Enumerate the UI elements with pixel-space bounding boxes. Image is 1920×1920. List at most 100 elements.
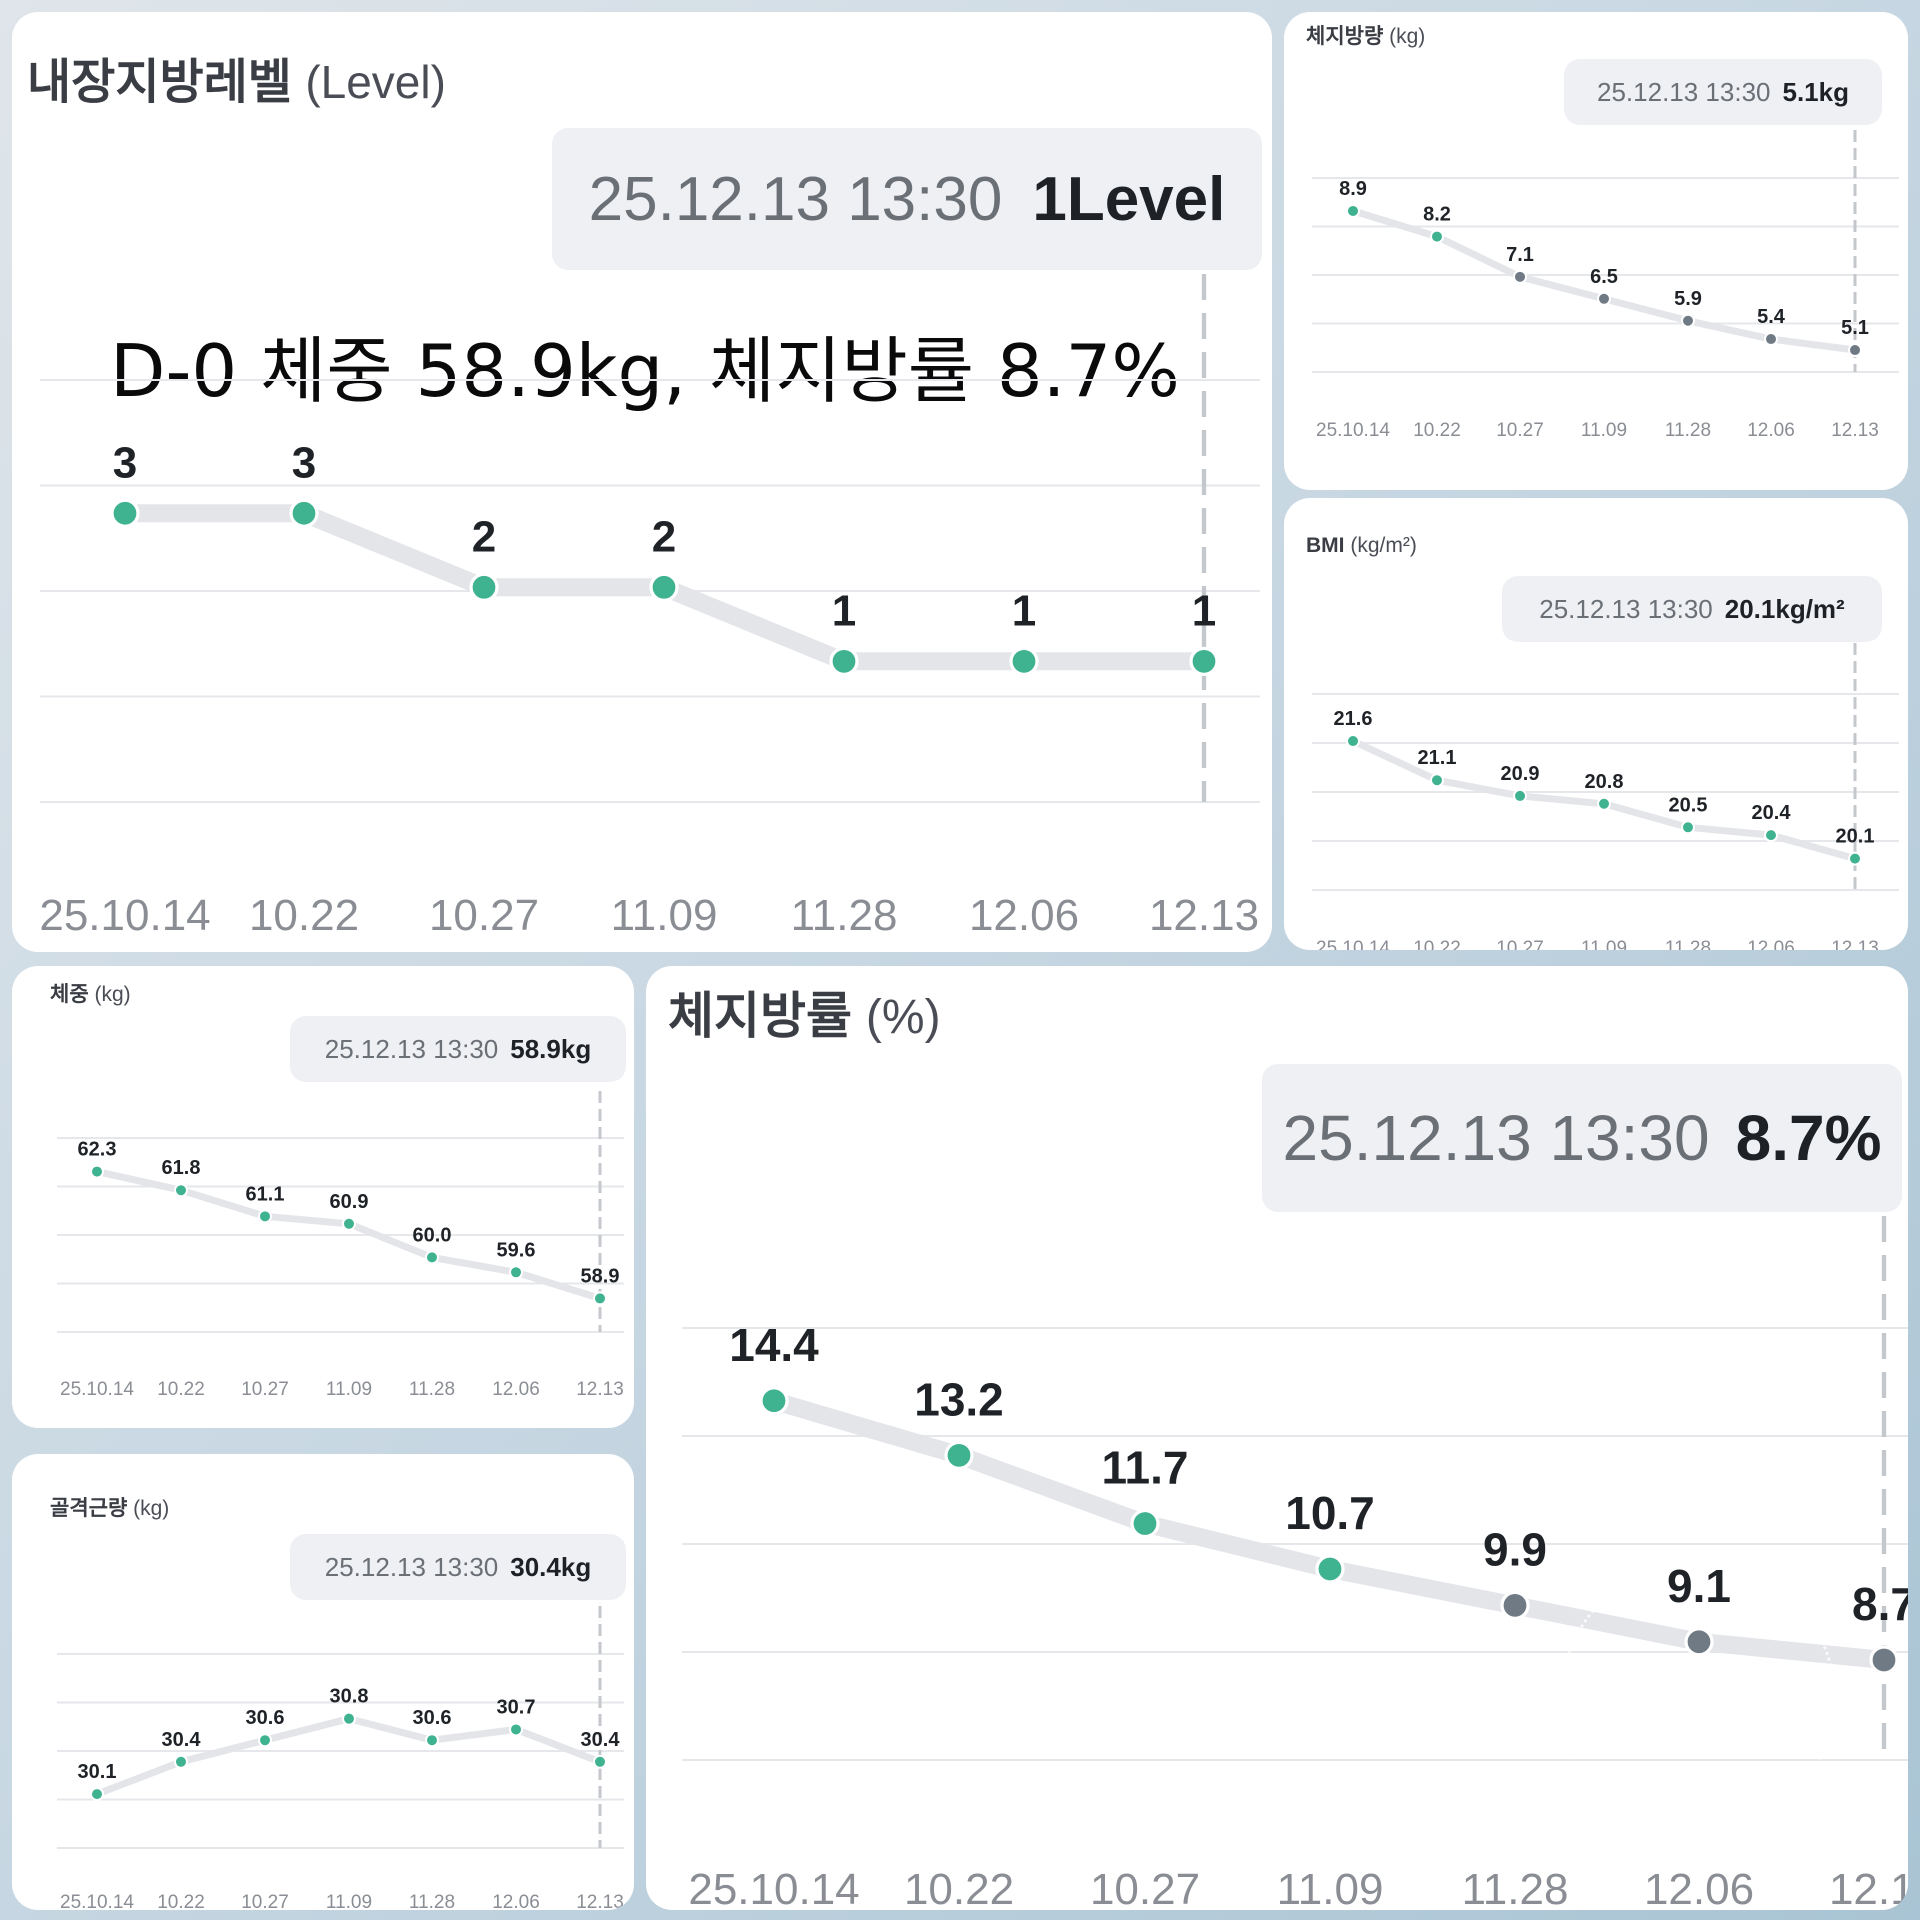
data-point bbox=[1597, 796, 1611, 811]
data-label: 6.5 bbox=[1590, 266, 1618, 288]
data-label: 61.8 bbox=[162, 1157, 201, 1179]
weight-panel: 체중 (kg) 25.12.13 13:30 58.9kg 62.3 61.8 61… bbox=[12, 966, 634, 1428]
data-point bbox=[1130, 1508, 1160, 1539]
x-tick-label: 12.06 bbox=[492, 1892, 540, 1910]
data-label: 8.2 bbox=[1423, 204, 1451, 226]
x-tick-label: 11.28 bbox=[1665, 938, 1711, 950]
data-point bbox=[593, 1291, 607, 1306]
x-tick-label: 10.22 bbox=[904, 1865, 1014, 1910]
data-label: 20.9 bbox=[1501, 763, 1540, 785]
data-point bbox=[342, 1711, 356, 1726]
data-label: 21.1 bbox=[1418, 747, 1457, 769]
x-tick-label: 12.06 bbox=[1747, 938, 1795, 950]
visceral-fat-chart: 3 3 2 2 1 1 1 25.10.14 10.22 10.27 11.09 11.28 12.06… bbox=[39, 274, 1260, 940]
bodyfat-mass-panel: 체지방량 (kg) 25.12.13 13:30 5.1kg 8.9 8.2 7.1… bbox=[1284, 12, 1908, 490]
data-label: 3 bbox=[113, 438, 137, 487]
data-point bbox=[1500, 1590, 1530, 1621]
data-label: 20.4 bbox=[1752, 802, 1792, 824]
x-tick-label: 12.06 bbox=[1747, 420, 1795, 441]
tooltip-value: 20.1kg/m² bbox=[1724, 593, 1845, 624]
data-label: 1 bbox=[832, 586, 856, 635]
data-point bbox=[1764, 828, 1778, 843]
bodyfat-percent-chart: 14.4 13.2 11.7 10.7 9.9 9.1 8.7 25.10.14 10.22 10… bbox=[682, 1216, 1908, 1910]
data-point bbox=[1346, 203, 1360, 218]
x-tick-label: 10.27 bbox=[1496, 420, 1544, 441]
data-label: 62.3 bbox=[78, 1139, 117, 1161]
panel-title-text: 체중 bbox=[50, 983, 89, 1006]
bmi-chart: 21.6 21.1 20.9 20.8 20.5 20.4 20.1 25.10.14 10.2… bbox=[1312, 643, 1899, 950]
data-point bbox=[509, 1265, 523, 1280]
x-tick-label: 12.13 bbox=[1829, 1865, 1908, 1910]
data-point bbox=[174, 1183, 188, 1198]
x-tick-label: 12.13 bbox=[1831, 420, 1879, 441]
data-label: 2 bbox=[652, 512, 676, 561]
data-label: 30.4 bbox=[162, 1729, 202, 1751]
tooltip-value: 30.4kg bbox=[510, 1551, 592, 1582]
tooltip-value: 8.7% bbox=[1735, 1102, 1882, 1174]
data-label: 61.1 bbox=[246, 1183, 285, 1205]
selected-point-tooltip: 25.12.13 13:30 58.9kg bbox=[290, 1016, 626, 1082]
selected-point-tooltip: 25.12.13 13:30 1Level bbox=[552, 128, 1262, 270]
selected-point-tooltip: 25.12.13 13:30 5.1kg bbox=[1564, 59, 1882, 125]
data-point bbox=[944, 1440, 974, 1470]
data-point bbox=[829, 646, 859, 676]
data-label: 1 bbox=[1192, 586, 1216, 635]
data-point bbox=[649, 572, 679, 602]
data-label: 7.1 bbox=[1506, 244, 1534, 266]
data-point bbox=[1681, 820, 1695, 835]
x-tick-label: 10.27 bbox=[429, 891, 539, 940]
selected-point-tooltip: 25.12.13 13:30 20.1kg/m² bbox=[1502, 576, 1882, 642]
panel-title: 체중 (kg) bbox=[50, 978, 131, 1008]
x-tick-label: 12.06 bbox=[969, 891, 1079, 940]
skeletal-muscle-chart: 30.1 30.4 30.6 30.8 30.6 30.7 30.4 25.10.14 10.2… bbox=[57, 1606, 624, 1910]
panel-title-text: 체지방량 bbox=[1306, 25, 1384, 48]
x-tick-label: 11.28 bbox=[1462, 1865, 1569, 1910]
panel-title-text: 내장지방레벨 bbox=[27, 56, 292, 109]
weight-chart: 62.3 61.8 61.1 60.9 60.0 59.6 58.9 25.10.14 10.2… bbox=[57, 1091, 624, 1400]
data-point bbox=[509, 1722, 523, 1737]
data-point bbox=[425, 1733, 439, 1748]
panel-title-unit: (kg) bbox=[1389, 25, 1426, 48]
panel-title: 골격근량 (kg) bbox=[50, 1492, 169, 1522]
data-label: 2 bbox=[472, 512, 496, 561]
x-tick-label: 10.22 bbox=[249, 891, 359, 940]
x-tick-label: 12.13 bbox=[1149, 891, 1259, 940]
data-point bbox=[759, 1386, 789, 1416]
x-tick-label: 25.10.14 bbox=[39, 891, 210, 940]
data-point bbox=[90, 1787, 104, 1802]
data-label: 3 bbox=[292, 438, 316, 487]
data-label: 5.1 bbox=[1841, 317, 1869, 339]
tooltip-time: 25.12.13 13:30 bbox=[324, 1033, 499, 1064]
x-tick-label: 10.22 bbox=[1413, 420, 1461, 441]
data-label: 13.2 bbox=[914, 1373, 1004, 1425]
bodyfat-mass-chart: 8.9 8.2 7.1 6.5 5.9 5.4 5.1 25.10.14 10.22 10.27 1… bbox=[1312, 130, 1899, 441]
selected-point-tooltip: 25.12.13 13:30 30.4kg bbox=[290, 1534, 626, 1600]
x-tick-label: 11.09 bbox=[326, 1379, 372, 1400]
data-label: 60.0 bbox=[413, 1224, 452, 1246]
x-tick-label: 25.10.14 bbox=[60, 1892, 134, 1910]
x-tick-label: 25.10.14 bbox=[1316, 938, 1390, 950]
x-tick-label: 11.28 bbox=[791, 891, 898, 940]
visceral-fat-panel: 내장지방레벨 (Level) 25.12.13 13:30 1Level D-0… bbox=[12, 12, 1272, 952]
data-label: 8.7 bbox=[1852, 1578, 1908, 1630]
data-label: 14.4 bbox=[729, 1319, 819, 1371]
x-tick-label: 11.09 bbox=[1581, 938, 1627, 950]
data-point bbox=[258, 1733, 272, 1748]
tooltip-time: 25.12.13 13:30 bbox=[588, 164, 1003, 234]
x-tick-label: 11.28 bbox=[409, 1379, 455, 1400]
x-tick-label: 11.09 bbox=[611, 891, 718, 940]
panel-title-unit: (kg) bbox=[133, 1497, 170, 1520]
data-point bbox=[1764, 332, 1778, 347]
data-label: 20.1 bbox=[1836, 826, 1875, 848]
x-tick-label: 25.10.14 bbox=[688, 1865, 859, 1910]
tooltip-time: 25.12.13 13:30 bbox=[1539, 593, 1713, 624]
x-tick-label: 12.13 bbox=[1831, 938, 1879, 950]
data-label: 30.6 bbox=[246, 1707, 285, 1729]
panel-title-unit: (kg) bbox=[94, 983, 131, 1006]
tooltip-time: 25.12.13 13:30 bbox=[324, 1551, 499, 1582]
data-point bbox=[1189, 646, 1219, 676]
data-point bbox=[1869, 1645, 1899, 1675]
data-point bbox=[1315, 1554, 1345, 1584]
tooltip-time: 25.12.13 13:30 bbox=[1597, 76, 1771, 107]
data-point bbox=[1009, 646, 1039, 676]
